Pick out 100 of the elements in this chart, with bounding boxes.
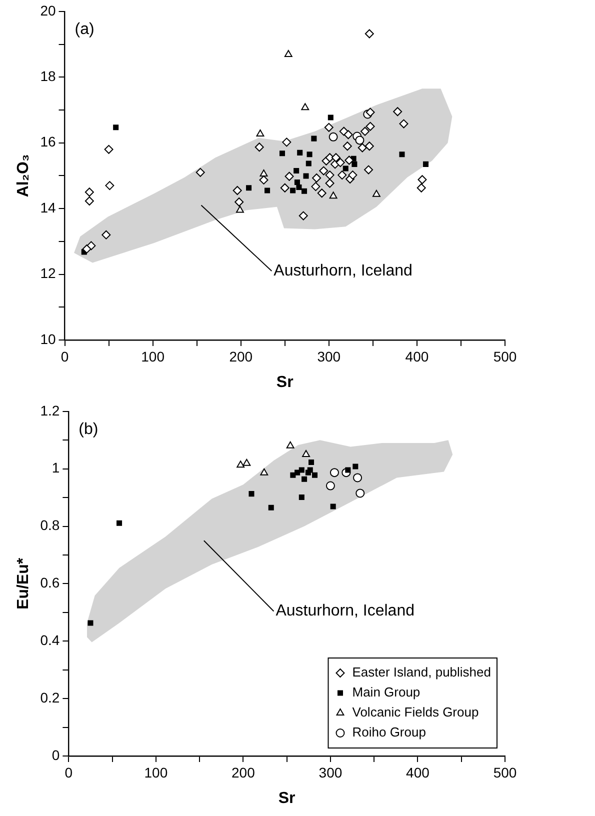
x-tick-label: 100	[141, 348, 165, 364]
point	[366, 108, 375, 117]
point	[301, 188, 308, 194]
point	[364, 142, 374, 151]
x-tick-label: 400	[405, 348, 429, 364]
point	[302, 476, 308, 482]
point	[294, 168, 300, 174]
legend-label: Roiho Group	[352, 724, 426, 740]
point	[311, 182, 320, 192]
y-axis-title: Eu/Eu*	[15, 557, 32, 610]
x-tick-label: 100	[144, 764, 168, 780]
annotation: Austurhorn, Iceland	[274, 262, 412, 280]
point	[311, 136, 317, 142]
x-tick-label: 300	[317, 348, 341, 364]
y-tick-label: 14	[40, 199, 56, 216]
point	[330, 504, 336, 510]
point	[326, 481, 335, 490]
y-tick-label: 20	[40, 2, 56, 18]
point	[303, 173, 309, 179]
legend-label: Volcanic Fields Group	[352, 704, 479, 720]
legend-label: Easter Island, published	[352, 664, 492, 680]
point	[279, 150, 286, 156]
point	[113, 124, 119, 130]
y-tick-label: 12	[40, 265, 56, 282]
point	[306, 160, 312, 166]
point	[325, 178, 334, 188]
point	[355, 136, 364, 145]
y-tick-label: 1.2	[40, 402, 60, 418]
point	[344, 130, 353, 140]
point	[116, 520, 122, 526]
legend-label: Main Group	[352, 684, 420, 700]
point	[236, 460, 245, 468]
point	[393, 107, 402, 116]
annotation: Austurhorn, Iceland	[276, 602, 414, 620]
point	[82, 244, 92, 254]
point	[280, 183, 290, 192]
point	[268, 504, 274, 510]
point	[331, 153, 340, 162]
point	[312, 174, 322, 182]
point	[342, 166, 348, 172]
y-tick-label: 18	[40, 68, 56, 84]
point	[399, 119, 408, 128]
y-tick-label: 16	[40, 134, 56, 150]
point	[336, 158, 345, 168]
point	[246, 185, 252, 191]
point	[328, 114, 334, 120]
x-tick-label: 0	[64, 764, 73, 780]
annotation: (a)	[74, 20, 94, 38]
point	[297, 150, 303, 156]
point	[308, 459, 314, 465]
point	[236, 206, 244, 213]
x-axis-title: Sr	[276, 374, 294, 391]
point	[307, 467, 313, 473]
y-tick-label: 0.2	[40, 689, 60, 706]
point	[286, 441, 294, 448]
point	[330, 468, 339, 478]
point	[372, 190, 380, 197]
point	[360, 126, 370, 136]
y-axis-title: Al₂O₃	[15, 154, 32, 198]
point	[260, 468, 268, 476]
point	[296, 184, 302, 190]
point	[294, 180, 300, 186]
point	[290, 472, 296, 478]
y-tick-label: 0.6	[40, 574, 60, 591]
point	[242, 458, 251, 466]
point	[422, 161, 429, 167]
point	[399, 152, 405, 158]
point	[356, 488, 365, 498]
x-tick-label: 500	[493, 348, 517, 364]
point	[352, 161, 358, 167]
x-tick-label: 500	[493, 764, 517, 780]
point	[232, 186, 242, 195]
y-tick-label: 0.4	[40, 632, 60, 648]
y-tick-label: 0.8	[40, 517, 60, 534]
point	[102, 230, 111, 240]
point	[338, 170, 347, 180]
point	[312, 472, 318, 478]
point	[284, 172, 294, 181]
y-tick-label: 0	[52, 746, 60, 763]
point	[298, 467, 304, 473]
x-tick-label: 200	[232, 764, 256, 780]
point	[196, 168, 205, 177]
point	[344, 156, 354, 165]
point	[328, 132, 338, 142]
annotation: (b)	[78, 420, 98, 438]
point	[352, 464, 358, 470]
point	[301, 103, 310, 110]
point	[298, 494, 304, 500]
point	[282, 138, 292, 147]
point	[260, 170, 268, 177]
point	[358, 143, 367, 152]
point	[248, 491, 254, 497]
point	[324, 122, 334, 132]
point	[317, 188, 326, 198]
x-tick-label: 400	[406, 764, 430, 780]
point	[342, 142, 352, 151]
point	[256, 129, 264, 136]
x-tick-label: 300	[318, 764, 342, 780]
y-tick-label: 1	[52, 460, 60, 476]
point	[302, 450, 310, 457]
